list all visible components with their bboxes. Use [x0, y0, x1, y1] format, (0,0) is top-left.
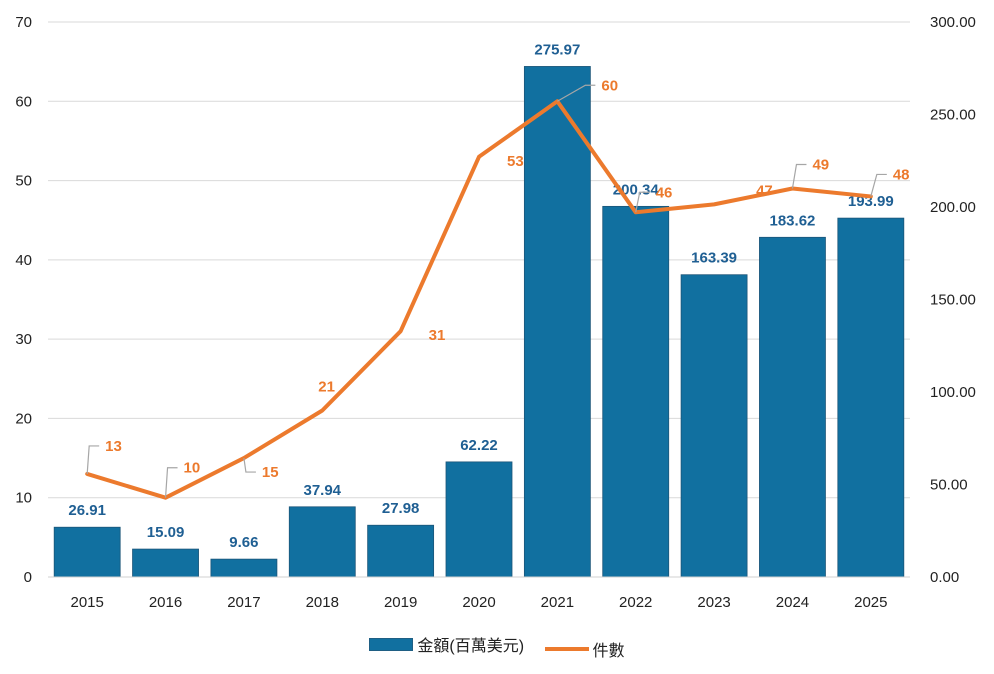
leader-line: [791, 163, 807, 189]
right-axis-ticks: 0.00 50.00 100.00 150.00 200.00 250.00 300.00: [930, 14, 976, 586]
y-right-tick-label: 300.00: [930, 14, 976, 31]
y-left-tick-label: 70: [15, 14, 32, 31]
bar: [288, 506, 356, 578]
bar-series: [53, 66, 905, 578]
leader-line: [635, 191, 650, 213]
leader-lines: [86, 84, 887, 498]
y-right-tick-label: 0.00: [930, 569, 959, 586]
x-tick-label: 2022: [619, 594, 652, 611]
line-data-label: 21: [318, 379, 335, 396]
y-left-tick-label: 30: [15, 331, 32, 348]
legend: 金額(百萬美元) 件數: [0, 632, 994, 661]
bar: [367, 524, 435, 578]
x-tick-label: 2019: [384, 594, 417, 611]
legend-bar-swatch: [369, 637, 414, 651]
line-data-label: 47: [756, 182, 773, 199]
y-right-tick-label: 250.00: [930, 107, 976, 124]
line-data-label: 60: [601, 77, 618, 94]
y-left-tick-label: 40: [15, 252, 32, 269]
y-right-tick-label: 50.00: [930, 477, 968, 494]
bar: [523, 66, 591, 578]
y-right-tick-label: 200.00: [930, 199, 976, 216]
legend-count-label: 件數: [592, 642, 625, 660]
legend-item-amount: 金額(百萬美元): [369, 632, 524, 656]
y-right-tick-label: 150.00: [930, 292, 976, 309]
line-data-label: 53: [507, 153, 524, 170]
y-left-tick-label: 50: [15, 173, 32, 190]
bar-data-label: 37.94: [303, 482, 341, 499]
line-data-label: 48: [893, 166, 910, 183]
y-left-tick-label: 20: [15, 410, 32, 427]
bar-data-label: 26.91: [68, 502, 106, 519]
bar: [210, 558, 278, 578]
left-axis-ticks: 0 10 20 30 40 50 60 70: [15, 14, 32, 586]
bar-data-label: 163.39: [691, 250, 737, 267]
bar-data-label: 183.62: [770, 212, 816, 229]
x-tick-label: 2023: [697, 594, 730, 611]
y-left-tick-label: 10: [15, 490, 32, 507]
bar-data-label: 15.09: [147, 524, 185, 541]
x-tick-label: 2024: [776, 594, 809, 611]
line-data-label: 13: [105, 438, 122, 455]
x-tick-label: 2021: [541, 594, 574, 611]
gridlines: [48, 21, 910, 499]
bar: [680, 274, 748, 578]
line-data-label: 31: [429, 327, 446, 344]
line-data-label: 46: [656, 184, 673, 201]
bar: [759, 236, 826, 578]
line-data-label: 49: [812, 157, 829, 174]
x-tick-label: 2020: [462, 594, 495, 611]
bar-data-label: 275.97: [534, 41, 580, 58]
bar-data-label: 193.99: [848, 193, 894, 210]
bar-data-labels: 26.9115.099.6637.9427.9862.22275.97200.3…: [68, 41, 893, 551]
x-tick-label: 2025: [854, 594, 887, 611]
legend-item-count: 件數: [544, 637, 625, 661]
line-path: [85, 99, 873, 500]
combo-chart: 0 10 20 30 40 50 60 70 0.00 50.00 100.00 150.00 200…: [15, 14, 976, 611]
line-data-label: 15: [262, 464, 279, 481]
y-left-tick-label: 60: [15, 93, 32, 110]
x-tick-label: 2017: [227, 594, 260, 611]
x-tick-label: 2016: [149, 594, 182, 611]
y-right-tick-label: 100.00: [930, 384, 976, 401]
x-tick-label: 2015: [70, 594, 103, 611]
leader-line: [870, 173, 887, 197]
y-left-tick-label: 0: [24, 569, 32, 586]
bar-data-label: 27.98: [382, 500, 420, 517]
leader-line: [243, 457, 256, 473]
legend-line-swatch: [544, 646, 589, 651]
bar-data-label: 62.22: [460, 437, 498, 454]
x-tick-label: 2018: [306, 594, 339, 611]
leader-line: [86, 445, 100, 474]
x-axis-ticks: 2015 2016 2017 2018 2019 2020 2021 2022 2023 2024…: [70, 594, 887, 611]
bar: [837, 217, 905, 578]
bar: [53, 526, 121, 578]
bar: [602, 205, 670, 578]
line-data-labels: 13 10 15 21 31 53 60 46 47 49 48: [105, 77, 909, 481]
bar-data-label: 9.66: [229, 534, 258, 551]
legend-amount-label: 金額(百萬美元): [417, 638, 525, 655]
line-series: [85, 99, 873, 500]
line-data-label: 10: [184, 460, 201, 477]
bar: [132, 548, 199, 578]
bar: [445, 461, 513, 578]
leader-line: [164, 467, 178, 498]
leader-line: [557, 84, 596, 102]
